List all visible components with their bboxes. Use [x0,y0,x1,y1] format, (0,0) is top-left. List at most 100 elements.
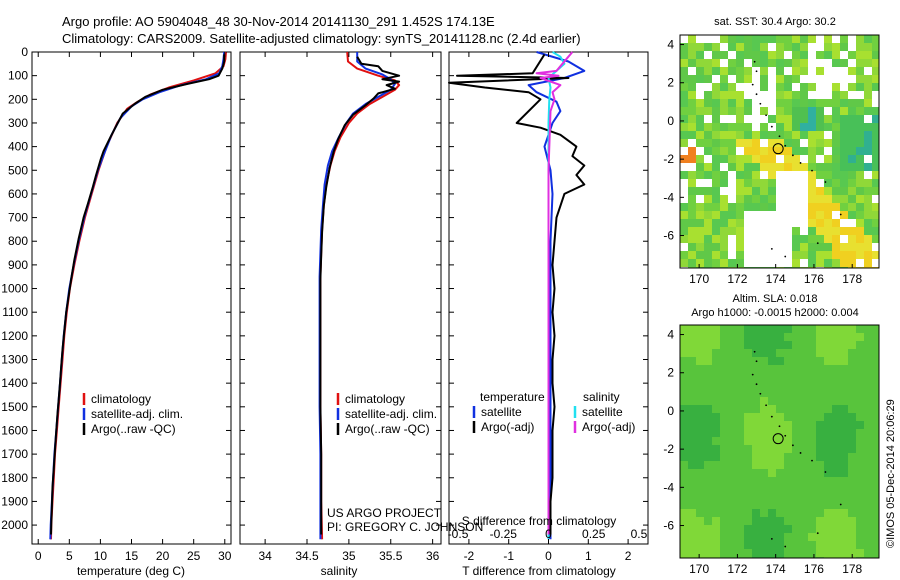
map-cell [784,107,792,115]
map-cell [824,445,832,453]
map-cell [840,187,848,195]
map-cell [848,251,856,259]
map-cell [784,421,792,429]
map-cell [840,147,848,155]
x-tick-label: 10 [94,549,108,563]
map-cell [816,235,824,243]
map-cell [720,469,728,477]
map-cell [864,461,872,469]
map-cell [736,43,744,51]
map-cell [840,155,848,163]
map-cell [808,235,816,243]
map-cell [736,51,744,59]
map-cell [752,131,760,139]
map-cell [736,509,744,517]
map-cell [800,349,808,357]
map-cell [856,211,864,219]
map-cell [840,349,848,357]
y-tick-label: 4 [667,38,674,52]
map-cell [832,357,840,365]
map-cell [688,35,696,43]
map-cell [768,171,776,179]
map-cell [744,139,752,147]
map-cell [872,413,879,421]
x-tick-label: 25 [187,549,201,563]
map-cell [840,59,848,67]
map-cell [832,227,840,235]
map-cell [824,397,832,405]
map-cell [744,123,752,131]
map-cell [856,155,864,163]
map-cell [872,381,879,389]
map-cell [832,429,840,437]
map-cell [824,389,832,397]
map-cell [712,389,720,397]
map-cell [720,195,728,203]
map-cell [688,83,696,91]
map-cell [864,469,872,477]
map-cell [864,59,872,67]
map-cell [800,397,808,405]
map-cell [848,131,856,139]
map-cell [856,35,864,43]
map-cell [704,525,712,533]
map-cell [768,187,776,195]
map-cell [680,477,688,485]
map-cell [816,525,824,533]
map-cell [776,413,784,421]
map-cell [752,341,760,349]
map-cell [864,211,872,219]
map-cell [712,163,720,171]
map-cell [872,123,879,131]
map-cell [680,501,688,509]
map-cell [792,147,800,155]
map-cell [688,171,696,179]
map-cell [784,75,792,83]
map-cell [824,219,832,227]
map-cell [816,349,824,357]
map-cell [848,373,856,381]
map-cell [744,533,752,541]
map-cell [816,445,824,453]
map-cell [864,493,872,501]
map-cell [760,493,768,501]
map-cell [728,437,736,445]
map-cell [824,517,832,525]
map-cell [680,405,688,413]
map-cell [864,445,872,453]
map-cell [856,397,864,405]
map-cell [808,405,816,413]
map-cell [728,517,736,525]
map-cell [864,485,872,493]
map-cell [824,437,832,445]
map-cell [840,445,848,453]
map-cell [728,525,736,533]
map-cell [688,325,696,333]
map-cell [776,461,784,469]
map-cell [832,437,840,445]
map-cell [720,35,728,43]
map-cell [832,171,840,179]
map-cell [704,341,712,349]
map-cell [696,381,704,389]
map-cell [744,381,752,389]
map-cell [840,541,848,549]
map-cell [872,203,879,211]
map-cell [856,365,864,373]
map-cell [864,83,872,91]
map-cell [864,533,872,541]
map-cell [704,107,712,115]
map-cell [864,179,872,187]
map-cell [752,533,760,541]
map-cell [680,517,688,525]
map-cell [688,477,696,485]
map-cell [808,381,816,389]
map-cell [744,493,752,501]
island-dot [816,242,819,245]
map-cell [736,211,744,219]
map-cell [728,131,736,139]
map-cell [736,341,744,349]
map-cell [800,381,808,389]
map-cell [872,187,879,195]
map-cell [688,99,696,107]
